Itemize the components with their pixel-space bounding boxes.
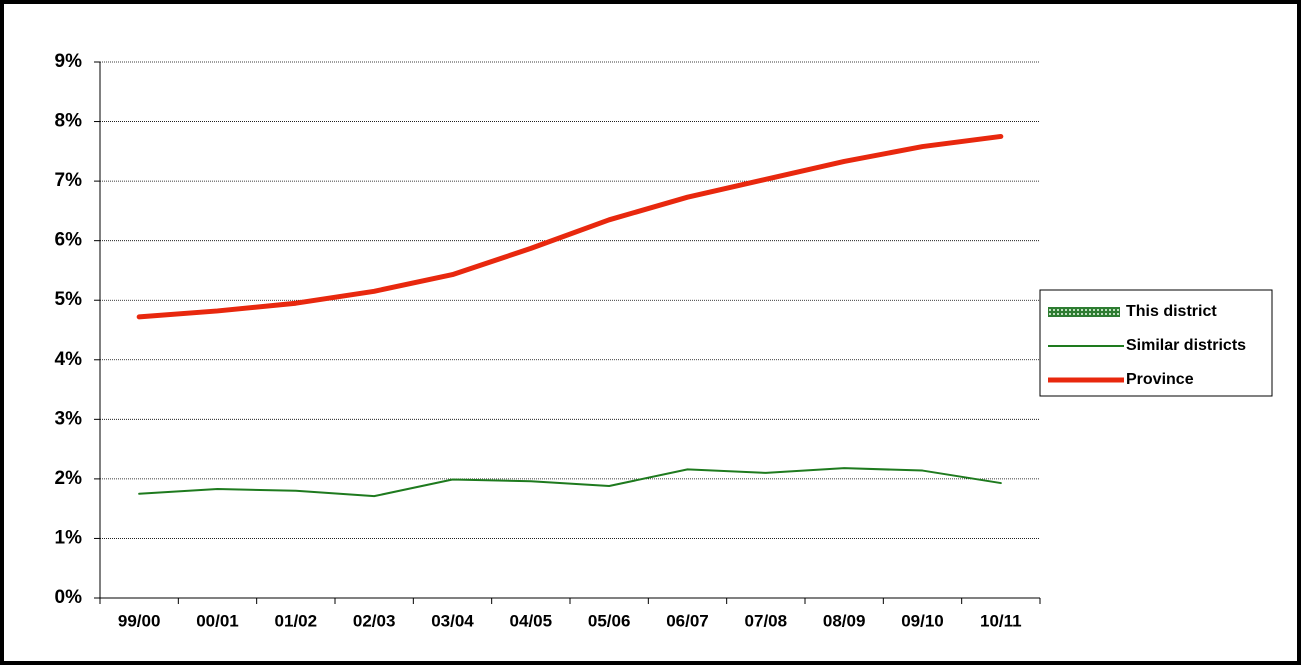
x-tick-label: 04/05: [510, 611, 553, 630]
y-tick-label: 0%: [55, 587, 83, 608]
x-tick-label: 05/06: [588, 611, 631, 630]
y-tick-label: 4%: [55, 349, 83, 370]
y-tick-label: 1%: [55, 527, 83, 548]
y-tick-label: 7%: [55, 170, 83, 191]
legend-label: Similar districts: [1126, 337, 1246, 354]
y-tick-label: 6%: [55, 230, 83, 251]
legend-label: This district: [1126, 303, 1217, 320]
y-tick-label: 3%: [55, 408, 83, 429]
x-tick-label: 10/11: [980, 611, 1022, 630]
y-tick-label: 9%: [55, 51, 83, 72]
series-line: [136, 133, 1004, 320]
x-tick-label: 99/00: [118, 611, 161, 630]
legend-label: Province: [1126, 371, 1194, 388]
series-line: [138, 467, 1002, 498]
x-tick-label: 08/09: [823, 611, 866, 630]
x-tick-label: 02/03: [353, 611, 396, 630]
x-tick-label: 07/08: [745, 611, 788, 630]
y-tick-label: 2%: [55, 468, 83, 489]
y-tick-label: 8%: [55, 111, 83, 132]
legend-swatch: [1048, 307, 1120, 317]
x-tick-label: 03/04: [431, 611, 474, 630]
x-tick-label: 01/02: [275, 611, 318, 630]
x-tick-label: 09/10: [901, 611, 944, 630]
x-tick-label: 00/01: [196, 611, 239, 630]
x-tick-label: 06/07: [666, 611, 709, 630]
y-tick-label: 5%: [55, 289, 83, 310]
